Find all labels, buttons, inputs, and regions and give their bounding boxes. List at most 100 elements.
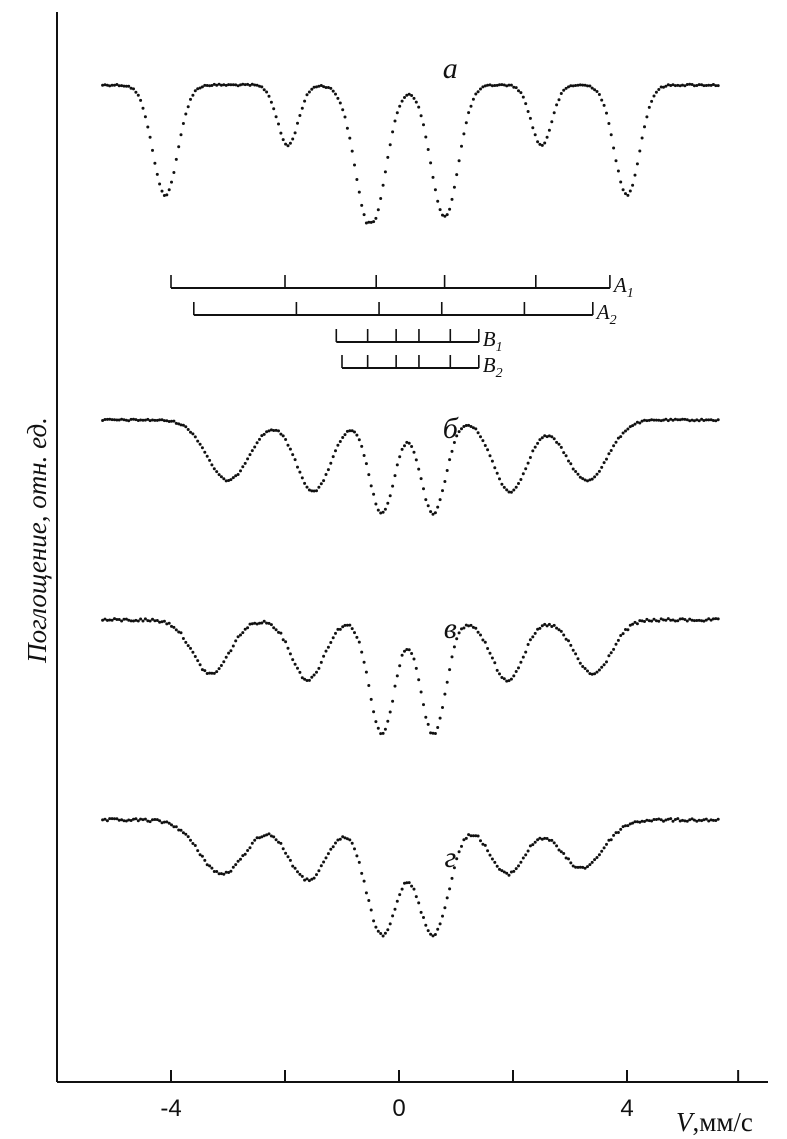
data-point [643, 125, 646, 129]
data-point [167, 188, 171, 192]
data-point [441, 489, 444, 493]
data-point [388, 710, 392, 714]
data-point [108, 84, 112, 88]
data-point [262, 88, 266, 92]
data-point [495, 864, 499, 868]
data-point [547, 434, 551, 438]
data-point [438, 716, 442, 720]
data-point [248, 453, 252, 457]
data-point [538, 836, 542, 840]
data-point [426, 929, 430, 933]
data-point [562, 633, 566, 637]
data-point [127, 618, 131, 622]
data-point [296, 121, 299, 125]
data-point [101, 818, 105, 822]
data-point [704, 84, 708, 87]
data-point [200, 85, 204, 89]
data-point [269, 100, 273, 104]
data-point [369, 697, 373, 701]
data-point [357, 190, 361, 194]
data-point [255, 622, 259, 626]
data-point [543, 141, 547, 145]
panel-label: г [444, 841, 456, 874]
data-point [353, 163, 356, 167]
data-point [595, 856, 599, 859]
data-point [215, 670, 219, 674]
data-point [621, 825, 625, 829]
data-point [293, 662, 297, 666]
data-point [588, 863, 592, 867]
data-point [455, 857, 459, 861]
data-point [383, 507, 387, 511]
data-point [662, 418, 665, 422]
data-point [341, 108, 345, 112]
data-point [714, 419, 718, 423]
data-point [310, 675, 314, 679]
data-point [372, 220, 376, 224]
stick-diagram-B2: B2 [341, 353, 503, 381]
data-point [519, 660, 523, 664]
data-point [633, 620, 637, 624]
data-point [376, 726, 380, 730]
stick-diagram-label-sub: 1 [627, 286, 634, 301]
data-point [360, 444, 364, 448]
data-point [583, 83, 587, 87]
data-point [671, 418, 675, 422]
data-point [139, 418, 143, 422]
data-point [481, 439, 485, 443]
data-point [692, 84, 696, 88]
data-point [692, 619, 696, 623]
data-point [490, 857, 494, 861]
data-point [673, 818, 677, 821]
data-point [393, 119, 397, 123]
data-point [113, 617, 116, 621]
data-point [374, 720, 378, 724]
data-point [567, 639, 570, 643]
data-point [272, 835, 276, 839]
data-point [588, 672, 592, 676]
data-point [364, 462, 368, 466]
data-point [702, 419, 706, 422]
data-point [274, 115, 278, 119]
data-point [414, 100, 418, 104]
data-point [172, 419, 176, 423]
data-point [443, 214, 447, 218]
data-point [403, 649, 406, 653]
data-point [326, 468, 330, 472]
data-point [695, 819, 699, 823]
data-point [219, 872, 223, 876]
data-point [353, 631, 356, 635]
data-point [239, 857, 242, 861]
data-point [448, 668, 452, 672]
data-point [450, 449, 454, 453]
data-point [217, 82, 221, 86]
data-point [184, 832, 188, 836]
data-point [134, 90, 138, 94]
data-point [277, 122, 280, 126]
data-point [626, 193, 630, 197]
data-point [293, 131, 297, 135]
data-point [695, 619, 699, 622]
data-point [500, 482, 504, 486]
data-point [400, 887, 404, 891]
data-point [628, 189, 632, 193]
panel-label: б [443, 412, 459, 445]
data-point [581, 83, 585, 87]
data-point [307, 879, 311, 883]
data-point [165, 820, 169, 824]
data-point [208, 84, 212, 88]
data-point [400, 447, 404, 451]
data-point [117, 84, 121, 88]
data-point [172, 171, 176, 174]
data-point [113, 817, 116, 821]
data-point [460, 144, 463, 148]
data-point [581, 865, 585, 869]
data-point [210, 866, 214, 870]
data-point [374, 502, 378, 506]
data-point [372, 492, 376, 496]
data-point [279, 631, 283, 635]
data-point [507, 873, 511, 877]
data-point [536, 627, 540, 631]
data-point [426, 722, 430, 726]
data-point [393, 474, 397, 478]
